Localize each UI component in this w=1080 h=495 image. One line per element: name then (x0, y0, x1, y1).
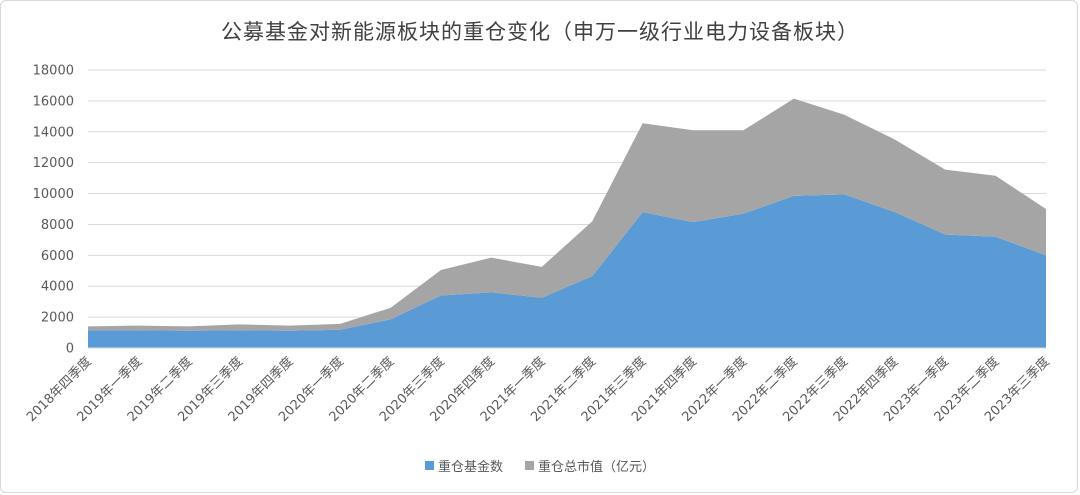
y-tick-label: 16000 (33, 94, 74, 109)
y-tick-label: 2000 (41, 311, 74, 326)
y-tick-label: 0 (66, 342, 74, 357)
area-series-2 (88, 98, 1046, 331)
chart-title: 公募基金对新能源板块的重仓变化（申万一级行业电力设备板块） (221, 20, 859, 44)
y-tick-label: 18000 (33, 64, 74, 79)
legend-swatch-series-1 (424, 461, 434, 470)
legend-label-series-1: 重仓基金数 (437, 460, 503, 475)
legend-item-series-1: 重仓基金数 (424, 456, 503, 475)
y-tick-label: 4000 (41, 280, 74, 295)
y-tick-label: 10000 (33, 187, 74, 202)
legend-item-series-2: 重仓总市值（亿元） (525, 456, 655, 475)
area-series-1 (88, 194, 1046, 348)
y-tick-label: 14000 (33, 125, 74, 140)
legend-label-series-2: 重仓总市值（亿元） (538, 460, 656, 475)
legend: 重仓基金数 重仓总市值（亿元） (0, 456, 1080, 475)
y-tick-label: 8000 (41, 218, 74, 233)
y-tick-label: 12000 (33, 156, 74, 171)
y-tick-label: 6000 (41, 249, 74, 264)
legend-swatch-series-2 (525, 461, 534, 470)
